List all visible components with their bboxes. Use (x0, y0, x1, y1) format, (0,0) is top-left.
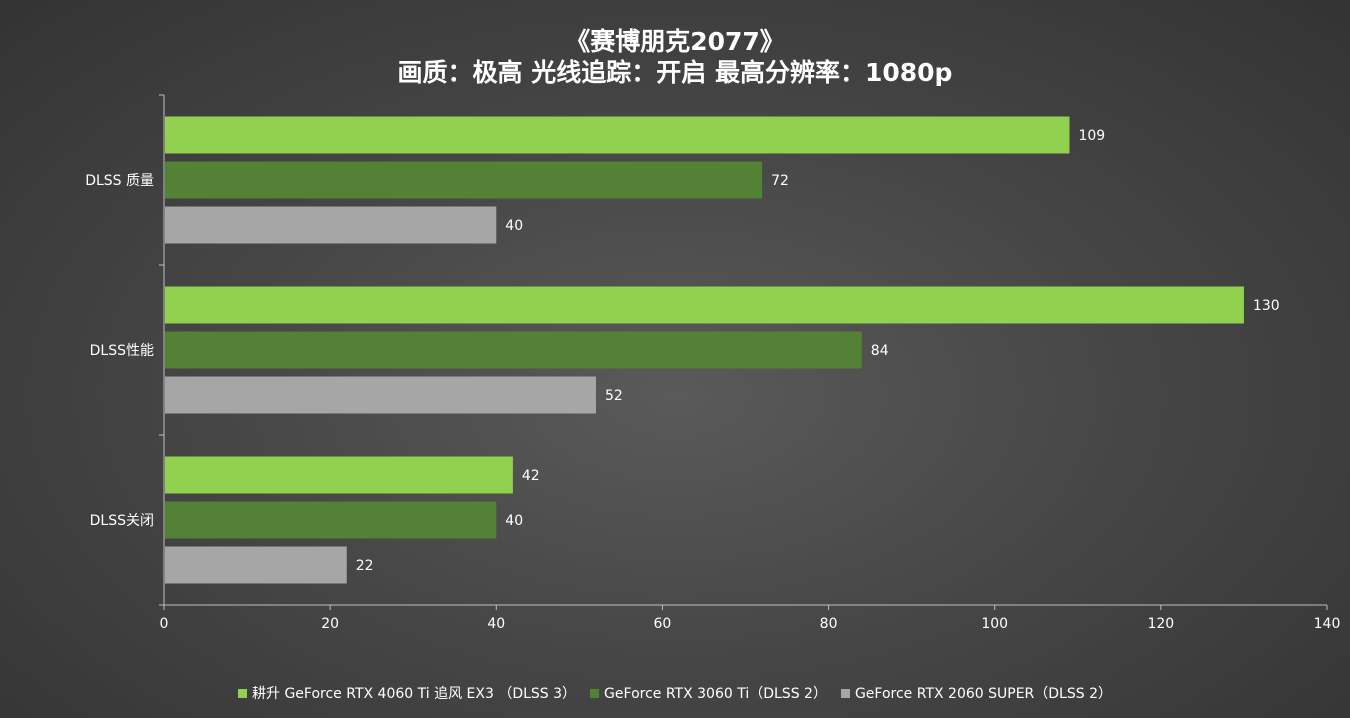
bar-series-2 (165, 331, 862, 369)
x-tick-label: 20 (321, 616, 339, 632)
bar-series-1 (165, 456, 513, 494)
legend-swatch-series-3 (840, 688, 850, 698)
category-label: DLSS性能 (90, 343, 154, 359)
x-tick-label: 60 (654, 616, 672, 632)
data-label: 52 (605, 388, 623, 404)
legend-label-series-2: GeForce RTX 3060 Ti（DLSS 2） (604, 686, 827, 702)
data-label: 42 (522, 468, 540, 484)
data-label: 22 (356, 558, 374, 574)
bar-series-3 (165, 206, 497, 244)
x-tick-label: 40 (487, 616, 505, 632)
data-label: 40 (505, 513, 523, 529)
category-label: DLSS 质量 (85, 173, 154, 189)
chart-subtitle: 画质：极高 光线追踪：开启 最高分辨率：1080p (397, 58, 953, 87)
legend-label-series-1: 耕升 GeForce RTX 4060 Ti 追风 EX3 （DLSS 3） (252, 686, 577, 702)
bar-series-3 (165, 546, 347, 584)
legend-label-series-3: GeForce RTX 2060 SUPER（DLSS 2） (854, 686, 1112, 702)
bar-series-2 (165, 501, 497, 539)
legend-item-series-3: GeForce RTX 2060 SUPER（DLSS 2） (840, 683, 1112, 703)
data-label: 84 (871, 343, 889, 359)
bar-series-1 (165, 286, 1244, 324)
legend-item-series-2: GeForce RTX 3060 Ti（DLSS 2） (590, 683, 827, 703)
x-tick-label: 120 (1147, 616, 1174, 632)
chart-title: 《赛博朋克2077》 (565, 27, 785, 56)
x-tick-label: 0 (160, 616, 169, 632)
bar-series-2 (165, 161, 763, 199)
data-label: 109 (1078, 128, 1105, 144)
x-tick-label: 80 (820, 616, 838, 632)
legend-swatch-series-1 (238, 688, 247, 698)
category-label: DLSS关闭 (90, 513, 154, 529)
data-label: 40 (505, 218, 523, 234)
bar-series-1 (165, 116, 1070, 154)
legend-swatch-series-2 (590, 688, 600, 698)
x-tick-label: 140 (1314, 616, 1341, 632)
x-tick-label: 100 (981, 616, 1008, 632)
data-label: 130 (1253, 298, 1280, 314)
legend: 耕升 GeForce RTX 4060 Ti 追风 EX3 （DLSS 3） G… (0, 683, 1350, 703)
data-label: 72 (771, 173, 789, 189)
legend-item-series-1: 耕升 GeForce RTX 4060 Ti 追风 EX3 （DLSS 3） (238, 683, 576, 703)
bar-series-3 (165, 376, 596, 414)
